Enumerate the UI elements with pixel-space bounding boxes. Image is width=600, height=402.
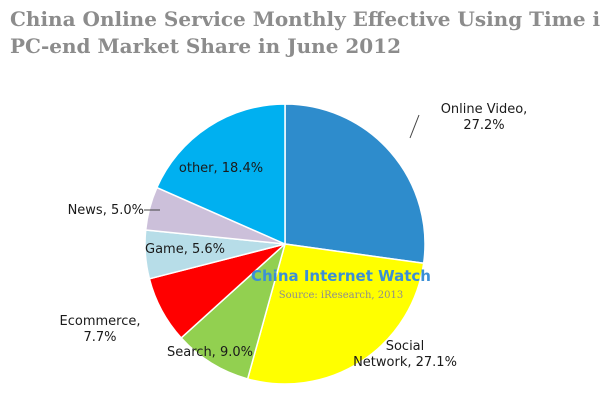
watermark-title: China Internet Watch [251, 267, 431, 285]
slice-label-online-video: Online Video, 27.2% [441, 102, 528, 133]
pie-slice-search [180, 243, 286, 380]
slice-labels: Online Video, 27.2% Social Network, 27.1% Se… [60, 102, 528, 370]
slice-label-line: Social [386, 339, 425, 354]
slice-label-line: Game, 5.6% [145, 242, 225, 257]
leader-lines [144, 114, 420, 211]
slice-label-ecommerce: Ecommerce, 7.7% [60, 314, 141, 345]
slice-label-social-network: Social Network, 27.1% [353, 339, 457, 370]
slice-label-line: Online Video, [441, 102, 528, 117]
slice-label-line: News, 5.0% [68, 203, 144, 218]
slice-label-line: 7.7% [83, 330, 116, 345]
slice-label-line: Search, 9.0% [167, 345, 253, 360]
slice-label-line: Network, 27.1% [353, 355, 457, 370]
chart-title-line-1: China Online Service Monthly Effective U… [10, 7, 600, 31]
watermark-source: Source: iResearch, 2013 [279, 290, 403, 301]
slice-label-line: 27.2% [463, 118, 504, 133]
chart-title-line-2: PC-end Market Share in June 2012 [10, 34, 402, 58]
slice-label-game: Game, 5.6% [145, 242, 225, 257]
watermark: China Internet Watch Source: iResearch, … [251, 267, 431, 301]
pie-slice-other [156, 103, 286, 245]
pie-slice-social-network [246, 243, 425, 385]
slice-label-line: other, 18.4% [179, 161, 263, 176]
slice-label-line: Ecommerce, [60, 314, 141, 329]
slice-label-other: other, 18.4% [179, 161, 263, 176]
pie-slice-online-video [284, 103, 426, 265]
slice-label-search: Search, 9.0% [167, 345, 253, 360]
leader-line-online-video [409, 114, 420, 139]
chart-title: China Online Service Monthly Effective U… [10, 6, 600, 60]
slice-label-news: News, 5.0% [68, 203, 144, 218]
pie-slices [144, 103, 426, 385]
